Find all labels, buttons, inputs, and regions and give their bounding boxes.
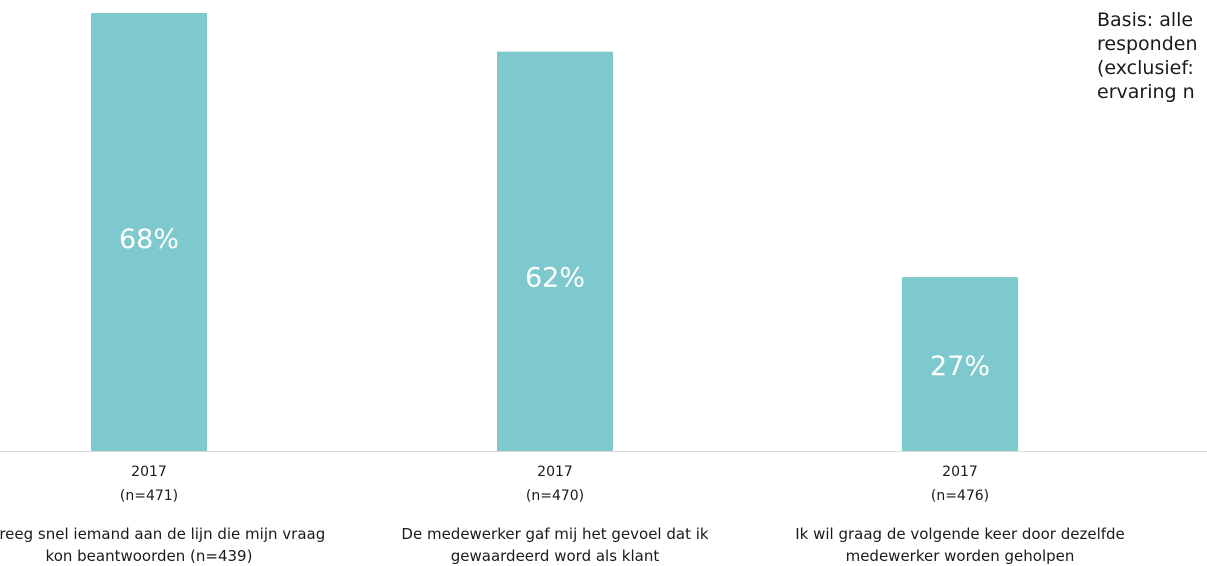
bar xyxy=(91,13,207,451)
category-label: De medewerker gaf mij het gevoel dat ik xyxy=(401,525,708,543)
category-year-label: 2017 xyxy=(942,464,978,480)
category-labels-layer: 2017 (n=471) Ik kreeg snel iemand aan de l… xyxy=(0,464,1125,565)
category-n-label: (n=476) xyxy=(931,488,989,504)
category-label: gewaardeerd word als klant xyxy=(451,547,660,565)
bar-value-label: 62% xyxy=(525,263,585,294)
bar xyxy=(902,277,1018,451)
bars-layer: 68% 62% 27% xyxy=(91,13,1018,451)
category-n-label: (n=471) xyxy=(120,488,178,504)
category-year-label: 2017 xyxy=(537,464,573,480)
category-label: kon beantwoorden (n=439) xyxy=(46,547,253,565)
category-label: Ik kreeg snel iemand aan de lijn die mij… xyxy=(0,525,325,543)
category-label: medewerker worden geholpen xyxy=(846,547,1075,565)
category-year-label: 2017 xyxy=(131,464,167,480)
category-label: Ik wil graag de volgende keer door dezel… xyxy=(795,525,1125,543)
bar-value-label: 68% xyxy=(119,224,179,255)
bar xyxy=(497,51,613,451)
base-note-line: ervaring n xyxy=(1097,81,1195,103)
category-n-label: (n=470) xyxy=(526,488,584,504)
bar-value-label: 27% xyxy=(930,351,990,382)
base-note-line: responden xyxy=(1097,33,1198,55)
base-note-line: (exclusief: xyxy=(1097,57,1194,79)
base-note-line: Basis: alle xyxy=(1097,9,1194,31)
base-note: Basis: alle responden (exclusief: ervari… xyxy=(1097,8,1207,104)
